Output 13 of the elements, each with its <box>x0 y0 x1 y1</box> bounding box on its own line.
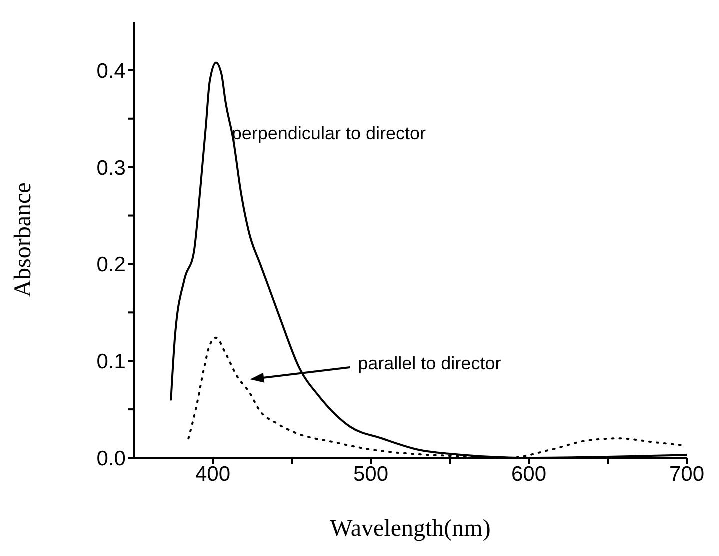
y-tick-label: 0.4 <box>96 60 126 83</box>
x-tick-label: 700 <box>669 462 705 486</box>
y-tick-label: 0.1 <box>96 350 126 374</box>
annotation: perpendicular to director <box>232 124 426 144</box>
y-tick-label: 0.2 <box>96 254 126 277</box>
y-axis-title: Absorbance <box>10 182 37 298</box>
annotation: parallel to director <box>358 354 502 374</box>
x-tick-label: 600 <box>511 462 547 486</box>
x-axis-title: Wavelength(nm) <box>330 516 491 542</box>
x-tick-label: 500 <box>353 462 389 486</box>
y-tick-label: 0.0 <box>96 447 126 470</box>
y-tick-label: 0.3 <box>96 156 126 180</box>
x-tick-label: 400 <box>195 462 231 486</box>
